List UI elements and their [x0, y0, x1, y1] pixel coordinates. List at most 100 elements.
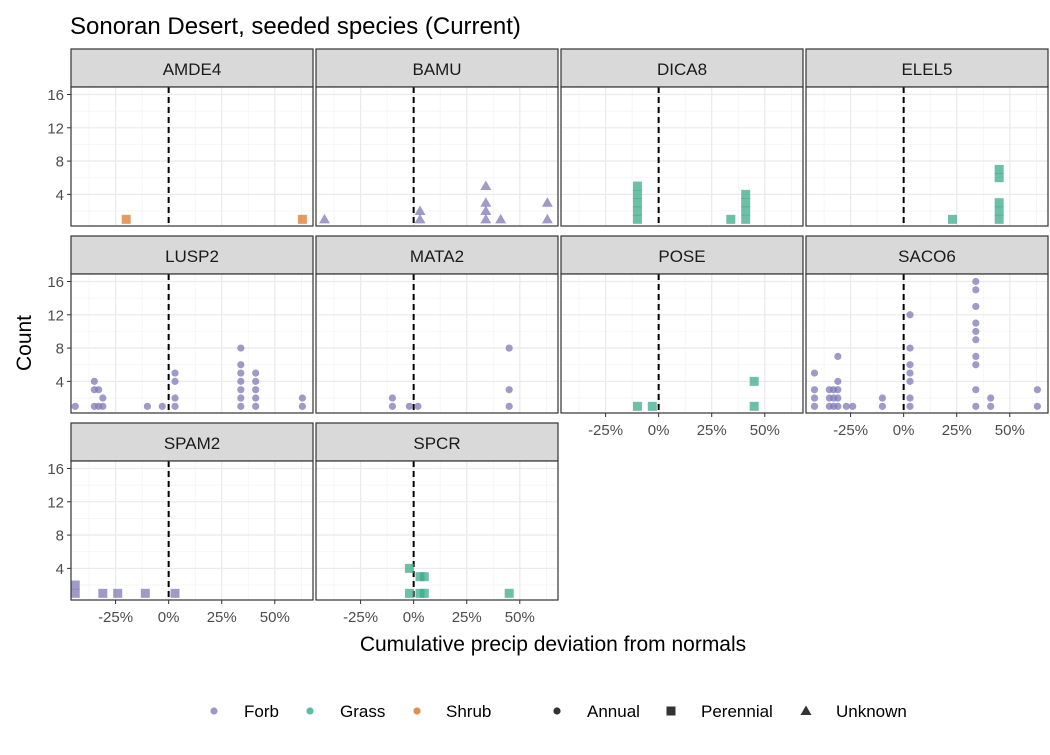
data-point: [541, 197, 553, 207]
data-point: [972, 302, 980, 311]
data-point: [726, 214, 736, 224]
panel-border: [70, 86, 314, 227]
data-point: [632, 206, 642, 216]
facet-label: SACO6: [898, 247, 956, 266]
facet-label: AMDE4: [163, 60, 222, 79]
data-point: [237, 377, 245, 385]
data-point: [71, 402, 79, 410]
x-tick-label: 0%: [158, 609, 180, 626]
data-point: [749, 376, 759, 386]
data-point: [404, 563, 414, 573]
facet-strip: [560, 235, 804, 275]
data-point: [972, 277, 980, 286]
facet-strip: [805, 235, 1049, 275]
panel-border: [70, 273, 314, 414]
data-point: [99, 402, 107, 410]
data-point: [414, 205, 426, 216]
data-point: [388, 402, 397, 410]
facet-label: ELEL5: [901, 60, 952, 79]
data-point: [972, 352, 980, 361]
data-point: [834, 352, 842, 361]
y-tick-label: 12: [47, 494, 64, 511]
data-point: [237, 344, 245, 352]
data-point: [70, 580, 80, 590]
x-axis-title: Cumulative precip deviation from normals: [360, 633, 746, 656]
data-point: [388, 394, 397, 402]
data-point: [252, 369, 260, 377]
legend-key-shrub: [413, 707, 421, 715]
y-tick-label: 12: [47, 120, 64, 137]
legend-label-shrub: Shrub: [446, 702, 491, 721]
data-point: [252, 386, 260, 394]
data-point: [749, 401, 759, 411]
data-point: [170, 588, 180, 598]
legend-label-perennial: Perennial: [701, 702, 773, 721]
x-tick-label: 25%: [942, 422, 972, 439]
data-point: [972, 386, 980, 394]
data-point: [906, 369, 914, 377]
panel-border: [805, 86, 1049, 227]
data-point: [906, 344, 914, 352]
data-point: [298, 394, 306, 402]
data-point: [947, 214, 957, 224]
x-tick-label: 50%: [260, 609, 290, 626]
data-point: [480, 197, 492, 207]
facet-strip: [805, 48, 1049, 88]
panel-border: [805, 273, 1049, 414]
x-tick-label: 25%: [452, 609, 482, 626]
data-point: [878, 394, 887, 402]
data-point: [834, 377, 842, 385]
plot-background: [71, 461, 313, 600]
data-point: [972, 336, 980, 344]
data-point: [70, 588, 80, 598]
data-point: [414, 402, 422, 410]
y-tick-label: 8: [56, 528, 64, 545]
facet-label: SPAM2: [164, 434, 220, 453]
y-tick-label: 4: [56, 561, 64, 578]
data-point: [810, 369, 819, 377]
facet-label: POSE: [658, 247, 705, 266]
data-point: [404, 588, 414, 598]
data-point: [987, 394, 995, 402]
data-point: [810, 402, 819, 410]
panel-border: [70, 460, 314, 601]
data-point: [94, 386, 103, 394]
x-tick-label: 0%: [893, 422, 915, 439]
data-point: [90, 377, 98, 385]
data-point: [972, 402, 980, 410]
data-point: [504, 588, 514, 598]
legend-label-grass: Grass: [340, 702, 385, 721]
data-point: [505, 386, 513, 394]
panel-border: [560, 86, 804, 227]
x-tick-label: 50%: [995, 422, 1025, 439]
x-tick-label: -25%: [343, 609, 378, 626]
data-point: [810, 394, 819, 402]
data-point: [842, 402, 850, 410]
data-point: [994, 214, 1004, 224]
data-point: [237, 361, 245, 369]
facet-panel-spcr: SPCR -25% 0% 25% 50%: [315, 422, 559, 626]
data-point: [647, 401, 657, 411]
x-tick-label: 50%: [505, 609, 535, 626]
data-point: [98, 588, 108, 598]
y-tick-label: 4: [56, 187, 64, 204]
data-point: [143, 402, 152, 410]
x-tick-label: 0%: [403, 609, 425, 626]
panel-border: [315, 86, 559, 227]
panel-border: [315, 460, 559, 601]
data-point: [252, 394, 260, 402]
data-point: [632, 198, 642, 208]
data-point: [318, 213, 330, 224]
facet-label: SPCR: [413, 434, 460, 453]
data-point: [906, 311, 914, 319]
data-point: [906, 402, 914, 410]
facet-panel-saco6: SACO6 -25% 0% 25% 50%: [805, 235, 1049, 439]
panel-border: [560, 273, 804, 414]
data-point: [632, 401, 642, 411]
data-point: [495, 213, 507, 224]
facet-strip: [315, 235, 559, 275]
x-tick-label: 25%: [697, 422, 727, 439]
data-point: [113, 588, 123, 598]
facet-panel-mata2: MATA2: [315, 235, 559, 414]
